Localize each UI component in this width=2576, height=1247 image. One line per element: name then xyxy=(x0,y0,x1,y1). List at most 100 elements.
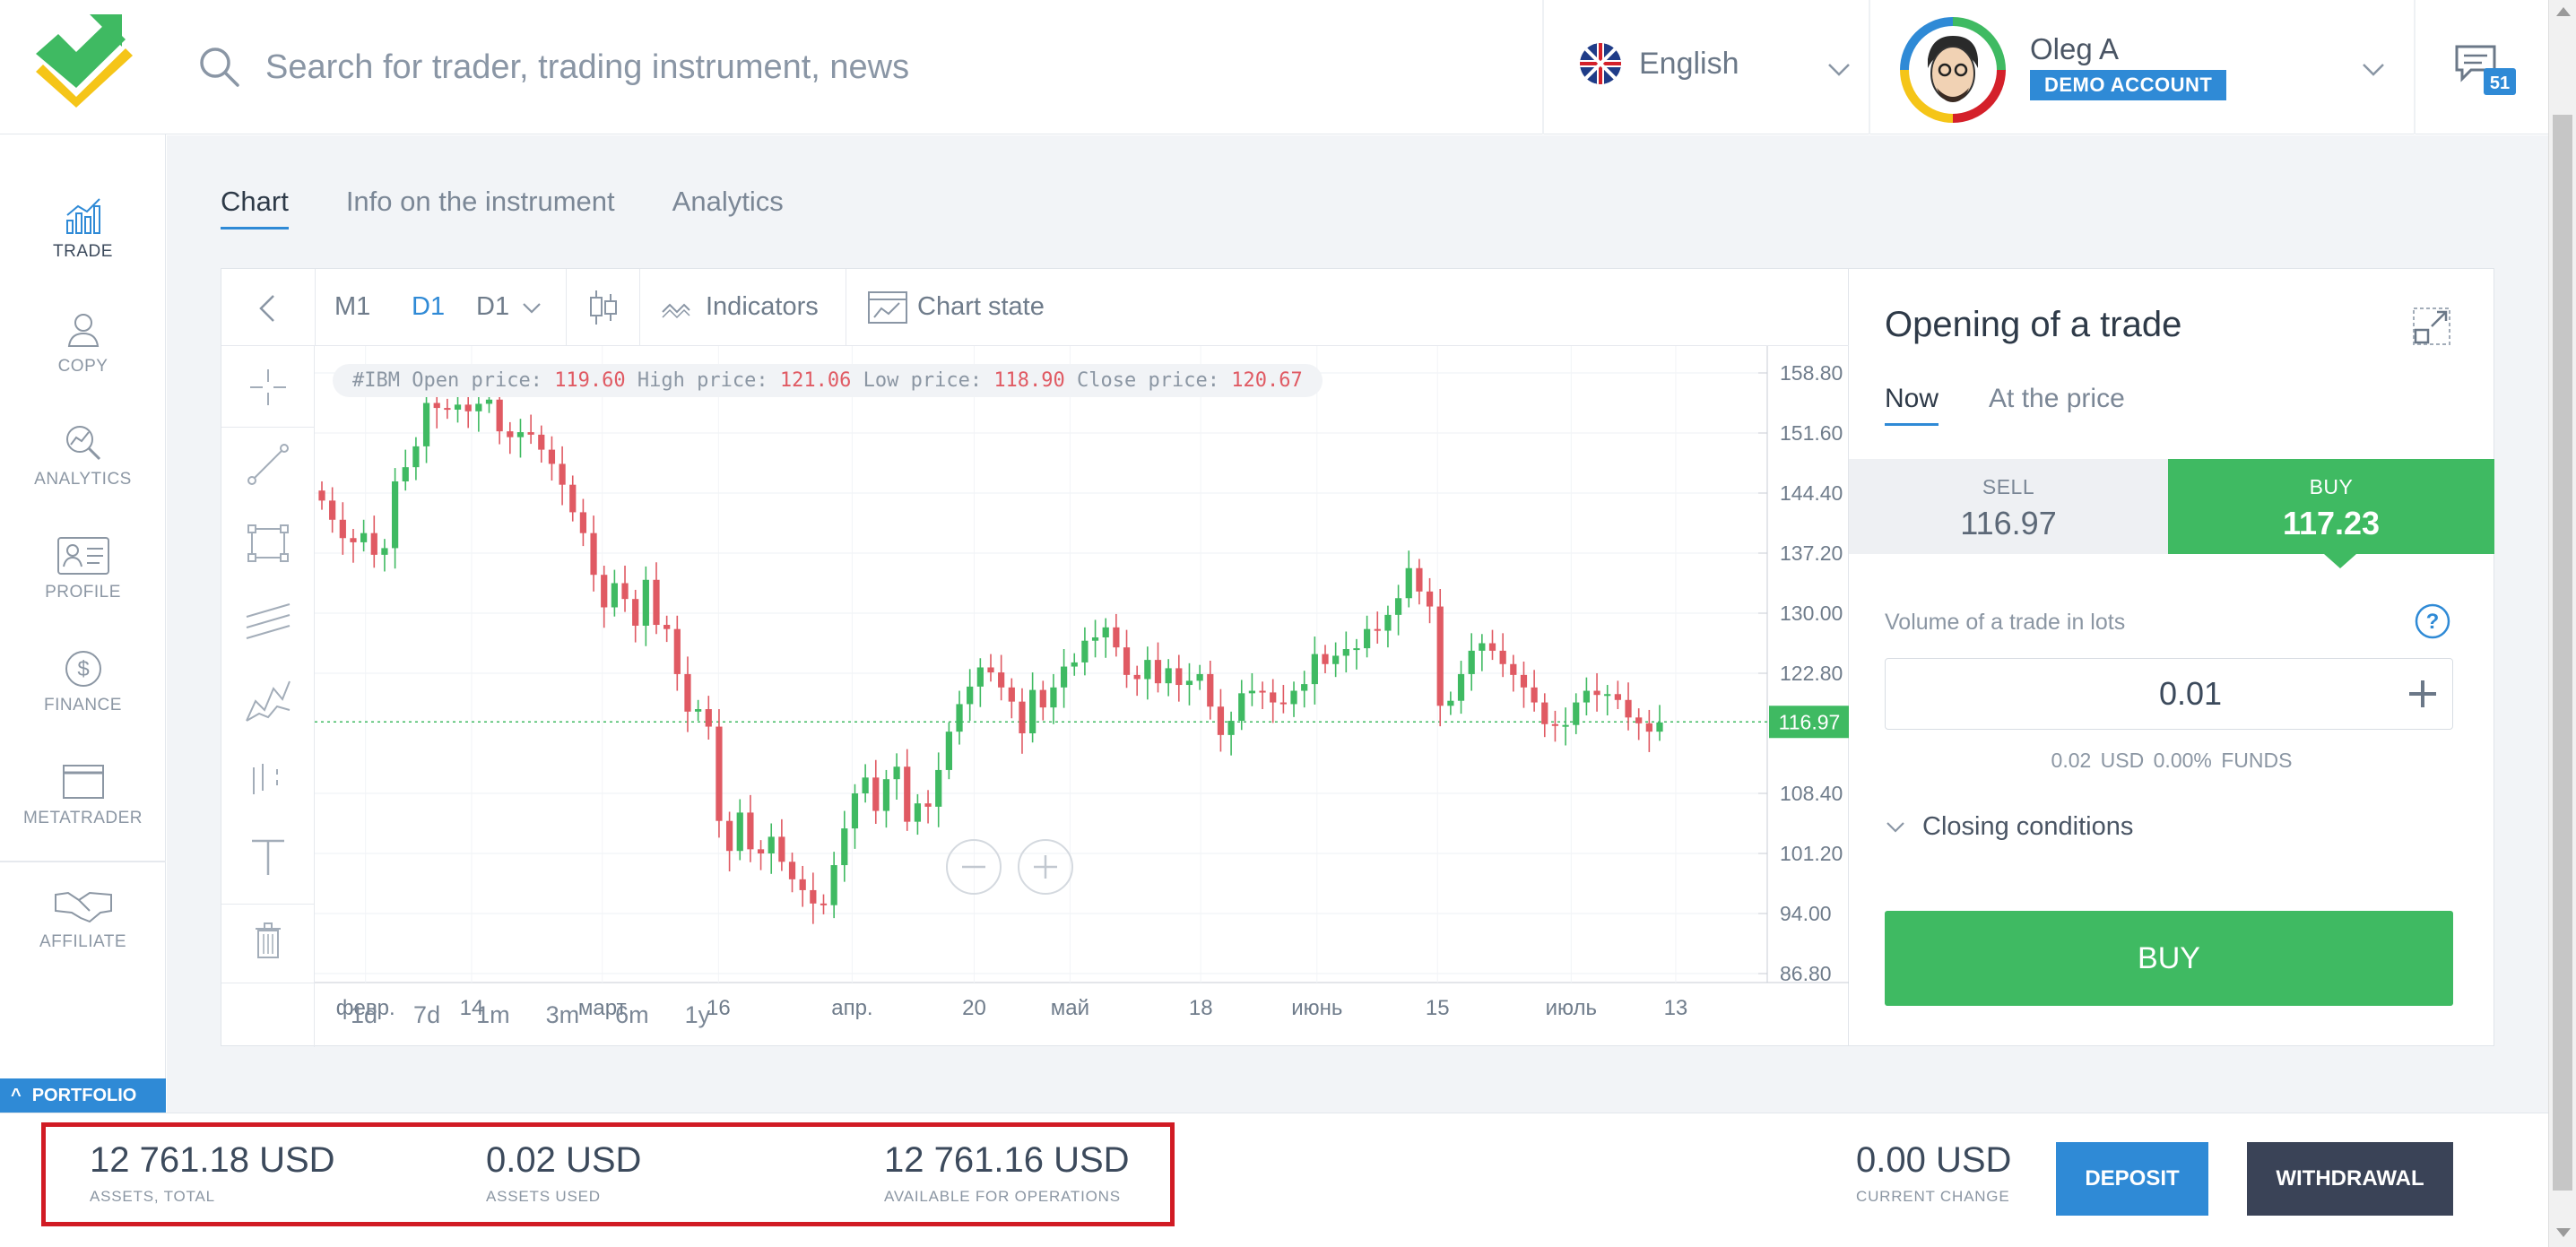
tab-now[interactable]: Now xyxy=(1885,384,1939,426)
candlestick-chart[interactable]: 158.80 151.60 144.40 137.20 130.00 122.80 108.… xyxy=(315,346,1850,1047)
candle-body xyxy=(1123,647,1131,675)
svg-text:?: ? xyxy=(2426,610,2440,634)
deposit-button[interactable]: DEPOSIT xyxy=(2056,1142,2208,1216)
candle-body xyxy=(1019,701,1026,733)
candle-body xyxy=(516,432,525,437)
expand-icon[interactable] xyxy=(2410,305,2453,348)
tools-divider xyxy=(221,427,315,428)
tab-info[interactable]: Info on the instrument xyxy=(345,186,615,217)
candle-body xyxy=(1394,598,1402,615)
toolbar-divider xyxy=(639,269,640,346)
candle-body xyxy=(1227,721,1235,735)
period-1d[interactable]: 1d xyxy=(351,1000,378,1028)
language-selector[interactable]: English xyxy=(1580,43,1739,84)
closing-conditions-label: Closing conditions xyxy=(1922,812,2134,841)
scroll-down-arrow[interactable] xyxy=(2556,1228,2571,1237)
period-6m[interactable]: 6m xyxy=(615,1000,649,1028)
plus-icon[interactable] xyxy=(2404,675,2442,713)
candle-body xyxy=(329,500,336,520)
period-7d[interactable]: 7d xyxy=(413,1000,441,1028)
candle-body xyxy=(548,449,556,464)
y-tick-label: 158.80 xyxy=(1780,361,1843,385)
indicators-icon xyxy=(662,303,690,319)
candle-body xyxy=(1436,606,1444,706)
portfolio-toggle[interactable]: ^ PORTFOLIO xyxy=(0,1078,166,1113)
crosshair-icon[interactable] xyxy=(241,360,295,414)
candle-body xyxy=(611,583,618,608)
candle-body xyxy=(799,879,806,890)
candle-body xyxy=(381,548,388,555)
sidebar-item-affiliate[interactable]: AFFILIATE xyxy=(0,886,166,952)
y-tick-label: 144.40 xyxy=(1780,481,1843,505)
user-name[interactable]: Oleg A xyxy=(2030,32,2120,65)
sidebar-item-profile[interactable]: PROFILE xyxy=(0,536,166,602)
period-3m[interactable]: 3m xyxy=(545,1000,580,1028)
ohlc-high-label: High price: xyxy=(637,369,768,392)
candlestick-type-icon[interactable] xyxy=(585,287,621,328)
withdrawal-button[interactable]: WITHDRAWAL xyxy=(2247,1142,2453,1216)
price-chart[interactable]: 158.80 151.60 144.40 137.20 130.00 122.80 108.… xyxy=(315,346,1850,1047)
timeframe-d1[interactable]: D1 xyxy=(412,292,446,321)
y-tick-label: 101.20 xyxy=(1780,842,1843,865)
trend-line-icon[interactable] xyxy=(241,437,295,491)
buy-price-box[interactable]: BUY 117.23 xyxy=(2168,459,2494,568)
text-tool-icon[interactable] xyxy=(241,830,295,884)
scrollbar-thumb[interactable] xyxy=(2553,115,2572,1191)
zoom-in-button[interactable] xyxy=(1018,839,1073,895)
assets-total-value: 12 761.18 USD xyxy=(90,1140,335,1180)
search-bar[interactable] xyxy=(197,36,1072,99)
brand-logo[interactable] xyxy=(27,9,143,108)
chevron-down-icon xyxy=(1886,821,1904,833)
x-tick-label: май xyxy=(1051,996,1089,1020)
sidebar-item-finance[interactable]: $ FINANCE xyxy=(0,649,166,715)
assets-used-value: 0.02 USD xyxy=(486,1140,642,1180)
timeframe-m1[interactable]: M1 xyxy=(334,292,371,321)
scroll-up-arrow[interactable] xyxy=(2556,7,2571,16)
chart-state-button[interactable]: Chart state xyxy=(917,292,1045,321)
sidebar-item-analytics[interactable]: ANALYTICS xyxy=(0,423,166,489)
chevron-left-icon[interactable] xyxy=(256,292,277,325)
trade-panel-title: Opening of a trade xyxy=(1885,305,2182,344)
bar-spacing-icon[interactable] xyxy=(241,753,295,807)
zoom-out-button[interactable] xyxy=(946,839,1002,895)
candle-body xyxy=(1593,690,1600,696)
page-scrollbar[interactable] xyxy=(2548,0,2576,1247)
account-chevron-down-icon[interactable] xyxy=(2360,61,2387,79)
chevron-down-icon[interactable] xyxy=(521,301,542,316)
candle-body xyxy=(830,865,837,905)
chevron-down-icon[interactable] xyxy=(1826,61,1852,79)
tab-analytics[interactable]: Analytics xyxy=(672,186,784,217)
parallel-channel-icon[interactable] xyxy=(241,595,295,649)
sell-price-box[interactable]: SELL 116.97 xyxy=(1849,459,2168,554)
volume-input[interactable] xyxy=(1886,659,2388,729)
x-tick-label: 20 xyxy=(962,996,986,1020)
candle-body xyxy=(935,769,942,807)
fibonacci-icon[interactable] xyxy=(241,674,295,728)
buy-price: 117.23 xyxy=(2282,505,2381,541)
buy-button[interactable]: BUY xyxy=(1885,911,2453,1006)
tab-at-the-price[interactable]: At the price xyxy=(1989,384,2125,413)
closing-conditions-toggle[interactable]: Closing conditions xyxy=(1885,812,2133,842)
account-type-badge: DEMO ACCOUNT xyxy=(2030,70,2227,100)
user-avatar[interactable] xyxy=(1899,16,2007,124)
candle-body xyxy=(862,777,869,793)
candle-body xyxy=(1583,690,1591,703)
search-input[interactable] xyxy=(265,48,1072,87)
volume-field xyxy=(1885,658,2453,730)
candle-body xyxy=(496,399,503,432)
notifications-chat-icon[interactable]: 51 xyxy=(2453,43,2518,99)
sidebar-item-metatrader[interactable]: METATRADER xyxy=(0,762,166,828)
period-1y[interactable]: 1y xyxy=(684,1000,711,1028)
tab-chart[interactable]: Chart xyxy=(221,186,289,229)
help-icon[interactable]: ? xyxy=(2414,602,2451,640)
candle-body xyxy=(1426,591,1434,607)
period-1m[interactable]: 1m xyxy=(476,1000,510,1028)
rectangle-tool-icon[interactable] xyxy=(241,516,295,570)
timeframe-dropdown[interactable]: D1 xyxy=(476,292,510,321)
sidebar-item-trade[interactable]: TRADE xyxy=(0,197,166,262)
language-label: English xyxy=(1639,46,1739,81)
trash-icon[interactable] xyxy=(241,914,295,968)
indicators-button[interactable]: Indicators xyxy=(706,292,819,321)
sidebar-item-copy[interactable]: COPY xyxy=(0,310,166,377)
